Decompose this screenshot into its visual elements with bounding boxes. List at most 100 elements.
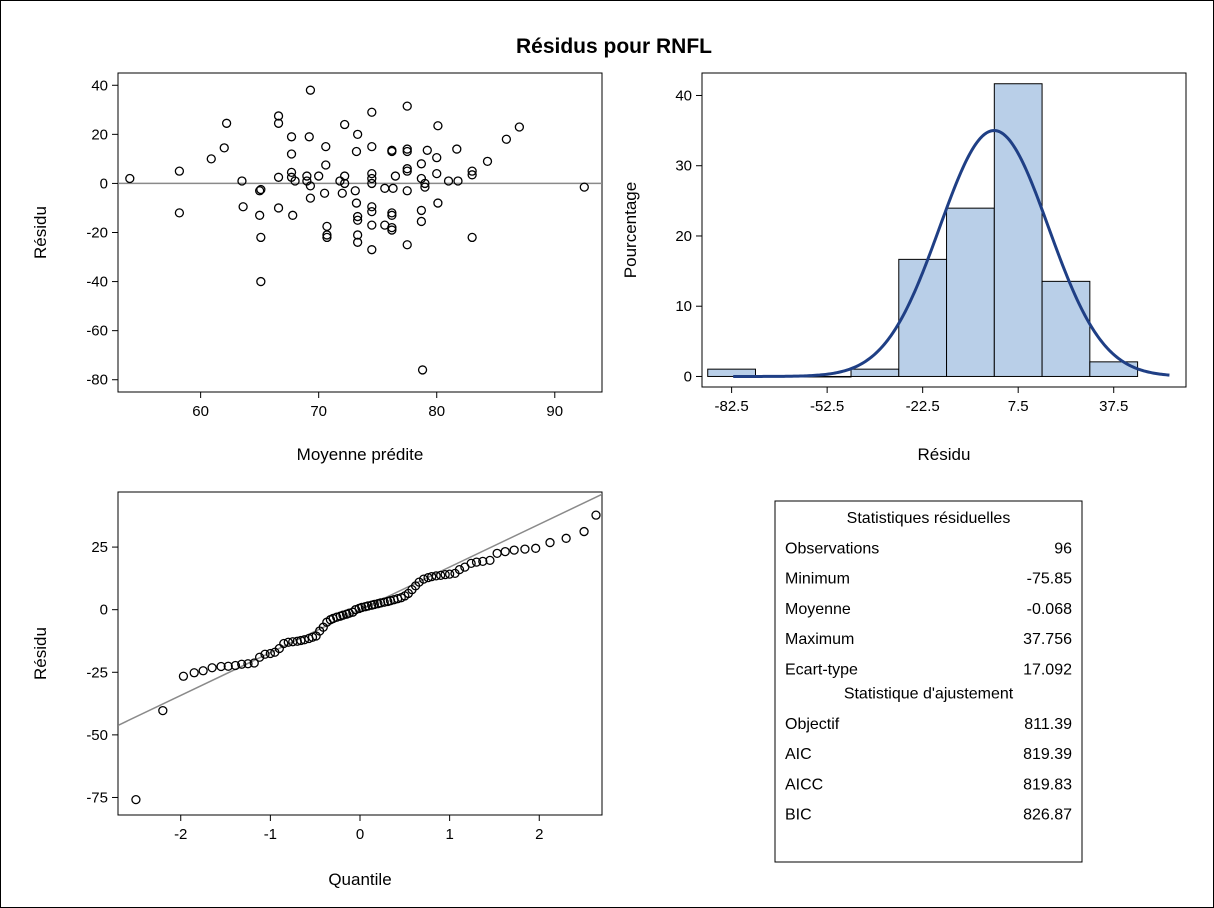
qq-point: [216, 661, 226, 672]
residual-point: [402, 164, 412, 174]
residual-histogram-plot: 0 10 20 30 40 -82.5 -52.5 -22.5 7.5 37.5 Résidu Pou…: [621, 72, 1187, 464]
y-tick-label: 40: [91, 77, 108, 94]
stats-table-frame: [774, 500, 1083, 863]
y-tick-label: -20: [86, 225, 108, 242]
x-tick-label: 37.5: [1099, 398, 1128, 415]
qq-point: [363, 601, 373, 611]
residual-point: [256, 232, 266, 243]
qq-point: [466, 558, 476, 569]
residual-point: [422, 145, 432, 155]
qq-point: [427, 571, 437, 582]
residual-point: [286, 149, 297, 159]
residual-point: [367, 178, 377, 189]
y-tick-label: -80: [86, 372, 108, 389]
residual-point: [221, 118, 232, 128]
qq-point: [478, 556, 488, 567]
residual-point: [482, 156, 493, 166]
residual-point: [304, 132, 314, 142]
residual-point: [387, 145, 397, 155]
y-axis-label: Résidu: [31, 206, 50, 259]
residual-point: [453, 176, 463, 186]
qq-point: [223, 661, 233, 671]
residual-qq-plot: 25 0 -25 -50 -75 -2 -1 0 1 2 Quantile Résidu: [31, 491, 603, 889]
residual-point: [367, 173, 377, 184]
qq-point: [485, 555, 495, 566]
residual-point: [340, 178, 350, 189]
residual-point: [417, 365, 428, 375]
stats-row-label: Maximum: [785, 631, 854, 648]
qq-point: [509, 545, 519, 555]
residual-point: [335, 176, 345, 186]
qq-point: [260, 649, 270, 659]
histogram-bar: [993, 83, 1043, 377]
stats-row-value: 811.39: [1024, 716, 1072, 733]
stats-row-label: Objectif: [785, 716, 840, 733]
residual-point: [290, 176, 300, 186]
stats-row-label: AIC: [785, 746, 812, 763]
residual-point: [514, 122, 525, 132]
stats-row-value: -75.85: [1027, 571, 1072, 588]
residual-point: [467, 232, 477, 243]
qq-point: [379, 597, 389, 607]
residual-point: [286, 167, 297, 178]
x-tick-label: -82.5: [715, 398, 749, 415]
residual-point: [579, 182, 589, 192]
x-tick-label: 60: [192, 403, 209, 420]
stats-section-header: Statistique d'ajustement: [844, 686, 1014, 703]
stats-row-label: Observations: [785, 540, 879, 557]
residual-point: [340, 119, 350, 130]
x-tick-label: -52.5: [810, 398, 844, 415]
x-tick-label: 2: [535, 826, 543, 843]
qq-point: [561, 533, 571, 543]
y-tick-label: 20: [91, 126, 108, 143]
residual-point: [237, 176, 247, 186]
residual-point: [322, 230, 332, 240]
y-tick-label: 10: [675, 298, 692, 315]
residual-point: [402, 186, 412, 196]
qq-point: [279, 638, 289, 649]
residual-point: [288, 210, 298, 220]
x-tick-label: 70: [310, 403, 327, 420]
qq-point: [131, 794, 141, 805]
residual-point: [174, 166, 185, 176]
stats-row-value: 819.83: [1023, 776, 1072, 793]
y-tick-label: -60: [86, 323, 108, 340]
residual-vs-predicted-plot: 40 20 0 -20 -40 -60 -80 60 70 80 90 Moyenne prédite…: [31, 72, 603, 464]
stats-row-value: -0.068: [1027, 601, 1072, 618]
qq-point: [545, 537, 555, 548]
residual-point: [367, 141, 377, 152]
histogram-bar: [1041, 280, 1091, 377]
qq-point: [198, 666, 208, 676]
residual-point: [206, 154, 216, 164]
x-tick-label: -22.5: [906, 398, 940, 415]
x-tick-label: 90: [546, 403, 563, 420]
residual-point: [367, 107, 377, 117]
residual-point: [432, 168, 442, 179]
qq-point: [249, 658, 259, 668]
histogram-bar: [1089, 361, 1139, 377]
residual-point: [388, 183, 398, 193]
residual-point: [273, 203, 284, 213]
plot-area: [117, 72, 603, 393]
residual-point: [367, 220, 377, 230]
qq-point: [500, 546, 510, 557]
residual-point: [433, 121, 443, 131]
residual-point: [352, 129, 363, 139]
y-tick-label: -40: [86, 274, 108, 291]
residual-point: [256, 276, 266, 287]
qq-point: [418, 574, 429, 584]
x-tick-label: -1: [264, 826, 277, 843]
residual-point: [351, 146, 362, 157]
residual-point: [387, 222, 397, 233]
residual-point: [367, 245, 377, 255]
residual-point: [302, 171, 312, 181]
residual-stats-table: Statistiques résiduelles Observations 96 Mi…: [774, 500, 1083, 863]
normal-density-curve: [733, 129, 1170, 378]
residual-point: [314, 171, 324, 181]
qq-point: [243, 659, 253, 669]
residual-point: [321, 141, 331, 152]
figure-title: Résidus pour RNFL: [516, 35, 712, 58]
stats-row-label: Moyenne: [785, 601, 851, 618]
stats-row-label: BIC: [785, 807, 812, 824]
